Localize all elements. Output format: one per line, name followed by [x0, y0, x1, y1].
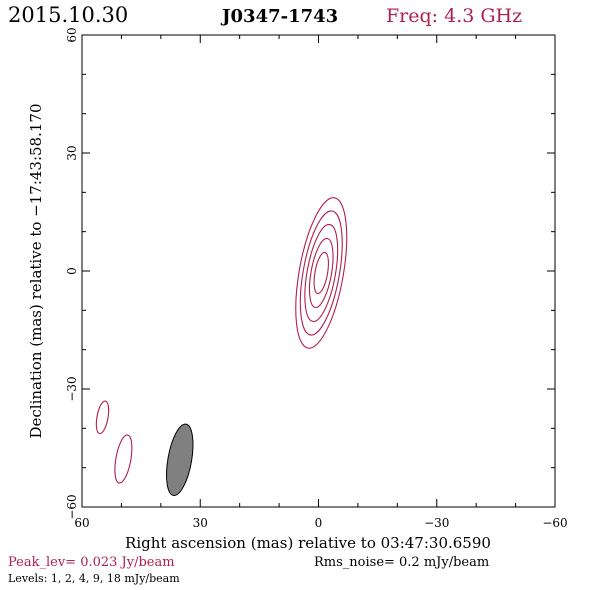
- y-tick-label: 30: [65, 145, 79, 160]
- peak-level: Peak_lev= 0.023 Jy/beam: [8, 555, 175, 570]
- core-contour: [295, 197, 348, 349]
- contour-levels: Levels: 1, 2, 4, 9, 18 mJy/beam: [8, 572, 180, 585]
- rms-noise: Rms_noise= 0.2 mJy/beam: [314, 555, 489, 570]
- frequency-label: Freq: 4.3 GHz: [386, 5, 522, 27]
- beam-ellipse: [166, 423, 194, 496]
- beam-group: [166, 423, 194, 496]
- contour-group: [95, 197, 348, 484]
- core-contour: [299, 210, 343, 336]
- x-tick-label: −60: [542, 516, 567, 530]
- core-contour: [313, 251, 329, 295]
- y-tick-label: −60: [65, 494, 79, 519]
- x-tick-label: 30: [193, 516, 208, 530]
- y-axis-title: Declination (mas) relative to −17:43:58.…: [27, 103, 45, 438]
- source-name: J0347-1743: [220, 6, 338, 27]
- core-contour: [304, 223, 339, 322]
- x-tick-label: 60: [74, 516, 89, 530]
- observation-date: 2015.10.30: [8, 3, 128, 27]
- y-tick-label: −30: [65, 376, 79, 401]
- y-tick-label: 60: [65, 27, 79, 42]
- axis-ticks: 60 30 0 −30 −60 −60 −30 0 30 60: [65, 27, 568, 530]
- plot-frame: [81, 34, 556, 508]
- y-tick-label: 0: [65, 267, 79, 275]
- core-contour: [308, 237, 334, 309]
- knot-2-contour: [114, 434, 133, 484]
- knot-1-contour: [95, 400, 110, 435]
- x-tick-label: −30: [424, 516, 449, 530]
- x-axis-title: Right ascension (mas) relative to 03:47:…: [125, 534, 491, 552]
- x-tick-label: 0: [315, 516, 323, 530]
